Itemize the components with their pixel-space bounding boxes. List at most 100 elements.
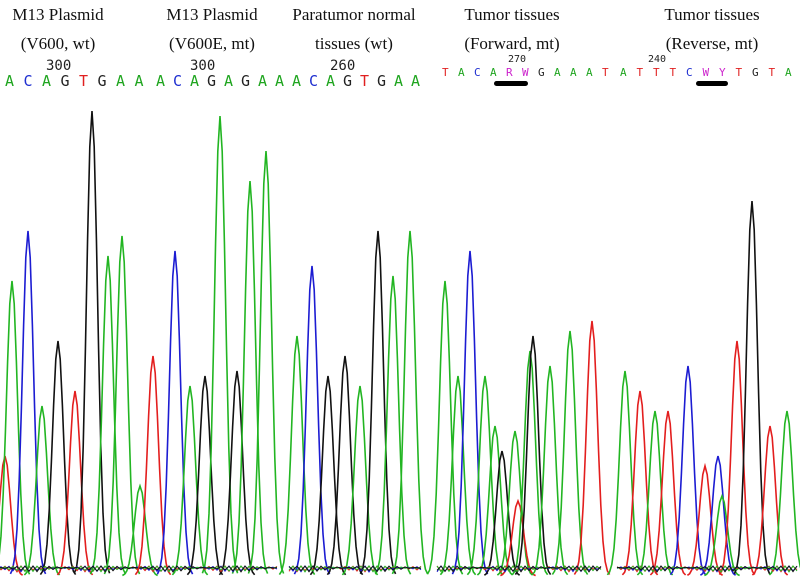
- trace-peak: [247, 150, 285, 574]
- trace-peak: [374, 275, 412, 575]
- trace-peak: [171, 385, 209, 576]
- trace-peak: [439, 375, 477, 576]
- trace-peak: [466, 375, 504, 576]
- trace-peak: [511, 350, 549, 576]
- trace-noise: [436, 565, 602, 573]
- base-call: A: [224, 72, 233, 90]
- base-call: A: [411, 72, 420, 90]
- trace-peak: [326, 355, 364, 576]
- trace-peak: [9, 230, 47, 575]
- trace-peak: [186, 375, 224, 576]
- trace-peak: [669, 365, 707, 576]
- base-call: G: [207, 72, 216, 90]
- trace-noise: [616, 565, 798, 573]
- trace-noise: [288, 565, 422, 573]
- trace-peak: [751, 425, 789, 576]
- trace-peak: [686, 462, 724, 576]
- base-call: T: [670, 66, 677, 79]
- panel-title: Tumor tissues: [464, 5, 559, 24]
- base-call: A: [586, 66, 593, 79]
- panel-title: tissues (wt): [315, 34, 393, 53]
- base-call: A: [570, 66, 577, 79]
- trace-peak: [768, 410, 800, 576]
- base-call: G: [377, 72, 386, 90]
- position-label: 300: [190, 58, 215, 74]
- base-call: C: [686, 66, 693, 79]
- base-call: G: [241, 72, 250, 90]
- base-call: T: [736, 66, 743, 79]
- panel-title: (V600E, mt): [169, 34, 255, 53]
- trace-peak: [121, 483, 159, 577]
- panel-title: Paratumor normal: [292, 5, 415, 24]
- trace-peak: [341, 385, 379, 576]
- base-call: A: [42, 72, 51, 90]
- trace-peak: [426, 280, 464, 575]
- base-call: G: [752, 66, 759, 79]
- base-call: W: [522, 66, 529, 79]
- trace-peak: [551, 330, 589, 575]
- base-call: C: [173, 72, 182, 90]
- trace-peak: [293, 265, 331, 575]
- trace-peak: [309, 375, 347, 576]
- trace-peak: [218, 370, 256, 576]
- base-call: C: [24, 72, 33, 90]
- base-call: G: [61, 72, 70, 90]
- base-call: Y: [719, 66, 726, 79]
- base-call: A: [785, 66, 792, 79]
- ambiguity-underline: [696, 81, 728, 86]
- base-call: A: [116, 72, 125, 90]
- base-call: A: [394, 72, 403, 90]
- base-call: T: [602, 66, 609, 79]
- base-call: A: [156, 72, 165, 90]
- panel-title: Tumor tissues: [664, 5, 759, 24]
- base-call: W: [703, 66, 710, 79]
- trace-peak: [278, 335, 316, 576]
- base-call: G: [343, 72, 352, 90]
- base-call: A: [258, 72, 267, 90]
- base-call: T: [79, 72, 88, 90]
- base-call: T: [653, 66, 660, 79]
- panel-title: (Forward, mt): [464, 34, 559, 53]
- panel-title: (V600, wt): [21, 34, 96, 53]
- trace-peak: [573, 320, 611, 575]
- trace-peak: [391, 230, 429, 575]
- base-call: T: [637, 66, 644, 79]
- trace-peak: [483, 450, 521, 576]
- trace-peak: [621, 390, 659, 576]
- base-call: A: [275, 72, 284, 90]
- trace-peak: [649, 410, 687, 576]
- position-label: 270: [508, 54, 526, 65]
- trace-peak: [606, 370, 644, 576]
- base-call: T: [442, 66, 449, 79]
- base-call: C: [474, 66, 481, 79]
- trace-peak: [0, 280, 31, 575]
- trace-peak: [451, 250, 489, 575]
- trace-peak: [476, 425, 514, 576]
- panel-title: M13 Plasmid: [166, 5, 258, 24]
- trace-peak: [134, 355, 172, 576]
- trace-peak: [531, 365, 569, 576]
- trace-peak: [89, 255, 127, 575]
- position-label: 260: [330, 58, 355, 74]
- base-call: A: [292, 72, 301, 90]
- base-call: T: [769, 66, 776, 79]
- trace-peak: [73, 110, 111, 574]
- ambiguity-underline: [494, 81, 528, 86]
- base-call: A: [190, 72, 199, 90]
- trace-peak: [201, 115, 239, 574]
- trace-peak: [359, 230, 397, 575]
- base-call: G: [538, 66, 545, 79]
- trace-peak: [231, 180, 269, 574]
- base-call: A: [5, 72, 14, 90]
- base-call: A: [490, 66, 497, 79]
- trace-peak: [733, 200, 771, 575]
- panel-title: M13 Plasmid: [12, 5, 104, 24]
- base-call: C: [309, 72, 318, 90]
- base-call: A: [326, 72, 335, 90]
- trace-peak: [514, 335, 552, 576]
